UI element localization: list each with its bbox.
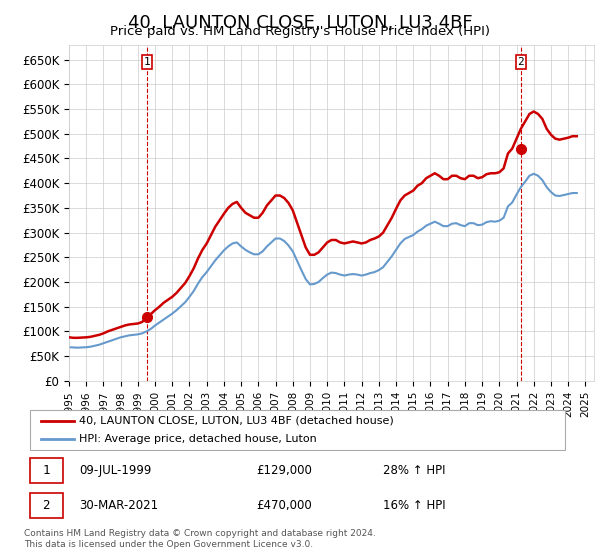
FancyBboxPatch shape (29, 493, 62, 518)
Text: 1: 1 (43, 464, 50, 477)
Text: 09-JUL-1999: 09-JUL-1999 (79, 464, 152, 477)
Text: 40, LAUNTON CLOSE, LUTON, LU3 4BF (detached house): 40, LAUNTON CLOSE, LUTON, LU3 4BF (detac… (79, 416, 394, 426)
FancyBboxPatch shape (29, 410, 565, 450)
Text: £129,000: £129,000 (256, 464, 312, 477)
Text: 1: 1 (143, 57, 151, 67)
Text: 2: 2 (517, 57, 524, 67)
Text: 40, LAUNTON CLOSE, LUTON, LU3 4BF: 40, LAUNTON CLOSE, LUTON, LU3 4BF (128, 14, 472, 32)
FancyBboxPatch shape (29, 458, 62, 483)
Text: 2: 2 (43, 499, 50, 512)
Text: This data is licensed under the Open Government Licence v3.0.: This data is licensed under the Open Gov… (24, 540, 313, 549)
Text: Price paid vs. HM Land Registry's House Price Index (HPI): Price paid vs. HM Land Registry's House … (110, 25, 490, 38)
Text: 16% ↑ HPI: 16% ↑ HPI (383, 499, 445, 512)
Text: £470,000: £470,000 (256, 499, 311, 512)
Text: Contains HM Land Registry data © Crown copyright and database right 2024.: Contains HM Land Registry data © Crown c… (24, 529, 376, 538)
Text: 30-MAR-2021: 30-MAR-2021 (79, 499, 158, 512)
Text: HPI: Average price, detached house, Luton: HPI: Average price, detached house, Luto… (79, 434, 317, 444)
Text: 28% ↑ HPI: 28% ↑ HPI (383, 464, 445, 477)
